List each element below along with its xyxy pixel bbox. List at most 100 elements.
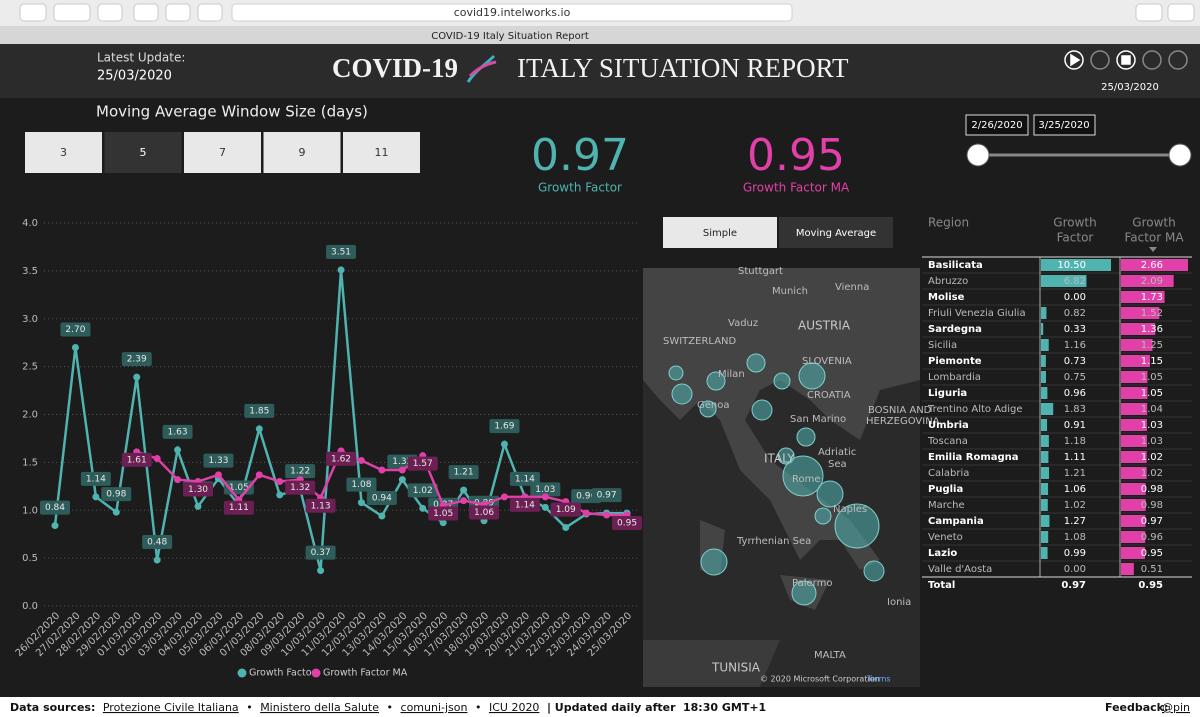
region-name: Veneto: [928, 532, 963, 543]
label-box: [305, 545, 336, 560]
region-name: Valle d'Aosta: [928, 564, 992, 575]
total-cell: 0.95: [1138, 580, 1163, 591]
map-label: Stuttgart: [738, 266, 783, 277]
region-name: Emilia Romagna: [928, 452, 1019, 463]
gf-bar: [1041, 275, 1087, 287]
gf-bar: [1041, 483, 1049, 495]
header: [0, 44, 1200, 98]
map-label: Vienna: [835, 282, 869, 293]
window-button-label: 9: [299, 146, 306, 159]
region-name: Friuli Venezia Giulia: [928, 308, 1026, 319]
toggle-simple[interactable]: [663, 217, 777, 248]
forward-button[interactable]: [1168, 50, 1188, 70]
update-label: Latest Update:: [97, 51, 185, 65]
button[interactable]: [165, 3, 191, 22]
separator: •: [246, 701, 253, 714]
data-point: [174, 446, 182, 454]
data-label: 3.51: [331, 247, 351, 257]
label-box: [285, 480, 316, 495]
footer: [0, 697, 1200, 717]
play-button[interactable]: [1064, 50, 1084, 70]
gf-value: 0.75: [1064, 372, 1086, 383]
update-date: 25/03/2020: [97, 69, 172, 84]
gf-bar: [1041, 339, 1049, 351]
table-header: Factor: [1057, 231, 1094, 245]
button[interactable]: [53, 3, 91, 22]
date-input[interactable]: [1033, 114, 1096, 136]
y-tick-label: 0.5: [22, 553, 38, 564]
back-button[interactable]: [1142, 50, 1162, 70]
map-terms[interactable]: Terms: [866, 675, 891, 684]
ma-bar: [1121, 563, 1134, 575]
kpi-value: 0.97: [531, 130, 629, 181]
window-button[interactable]: [184, 132, 261, 173]
y-tick-label: 3.5: [22, 266, 38, 277]
ma-value: 1.05: [1141, 388, 1163, 399]
label-box: [285, 464, 316, 479]
toggle-ma[interactable]: [779, 217, 893, 248]
window-button[interactable]: [263, 132, 341, 173]
gf-value: 1.27: [1064, 516, 1086, 527]
data-point: [276, 491, 284, 499]
source-link[interactable]: ICU 2020: [489, 701, 539, 714]
source-link[interactable]: Protezione Civile Italiana: [103, 701, 239, 714]
updated-time: 18:30 GMT+1: [683, 701, 766, 714]
data-point: [51, 522, 59, 530]
button[interactable]: [133, 3, 159, 22]
table-header: Factor MA: [1124, 231, 1184, 245]
map-label: Tyrrhenian Sea: [736, 536, 811, 547]
button[interactable]: [19, 3, 47, 22]
button[interactable]: [1135, 3, 1163, 22]
data-label: 1.69: [494, 422, 514, 432]
pause-button[interactable]: [1090, 50, 1110, 70]
address-bar[interactable]: [231, 3, 793, 22]
stop-button[interactable]: [1116, 50, 1136, 70]
ma-value: 1.36: [1141, 324, 1163, 335]
date-input[interactable]: [965, 114, 1029, 136]
button[interactable]: [97, 3, 123, 22]
sources-label: Data sources:: [10, 701, 95, 714]
label-box: [509, 497, 540, 512]
ma-bar: [1121, 547, 1145, 559]
ma-bar: [1121, 291, 1165, 303]
gf-value: 0.99: [1064, 548, 1086, 559]
gf-bar: [1041, 387, 1048, 399]
map-label: Palermo: [792, 578, 832, 589]
data-label: 0.97: [597, 491, 617, 501]
window-button[interactable]: [343, 132, 420, 173]
slider-handle[interactable]: [966, 143, 990, 167]
legend-label: Growth Factor: [249, 668, 316, 679]
data-point: [500, 493, 508, 501]
ma-value: 1.03: [1141, 420, 1163, 431]
data-point: [317, 567, 325, 575]
data-label: 1.33: [208, 456, 228, 466]
window-button[interactable]: [104, 132, 182, 173]
label-box: [142, 535, 173, 550]
source-link[interactable]: Ministero della Salute: [260, 701, 379, 714]
data-label: 0.84: [45, 503, 65, 513]
label-box: [244, 403, 275, 418]
data-point: [460, 486, 468, 494]
button[interactable]: [1167, 3, 1195, 22]
region-name: Toscana: [927, 436, 968, 447]
data-point: [398, 476, 406, 484]
window-button-label: 7: [219, 146, 226, 159]
gf-value: 1.08: [1064, 532, 1086, 543]
slider-handle[interactable]: [1168, 143, 1192, 167]
feedback-link[interactable]: @pin: [1162, 701, 1190, 714]
tab-title[interactable]: COVID-19 Italy Situation Report: [431, 31, 589, 42]
data-point: [174, 476, 182, 484]
ma-value: 2.09: [1141, 276, 1163, 287]
region-name: Campania: [928, 516, 984, 527]
ma-bar: [1121, 515, 1146, 527]
window-button[interactable]: [25, 132, 102, 173]
gf-bar: [1041, 371, 1046, 383]
data-point: [71, 343, 79, 351]
source-link[interactable]: comuni-json: [401, 701, 468, 714]
date-end: 3/25/2020: [1038, 120, 1089, 131]
region-name: Calabria: [928, 468, 969, 479]
gf-value: 0.82: [1064, 308, 1086, 319]
gf-bar: [1041, 403, 1054, 415]
button[interactable]: [197, 3, 223, 22]
ma-bar: [1121, 499, 1146, 511]
